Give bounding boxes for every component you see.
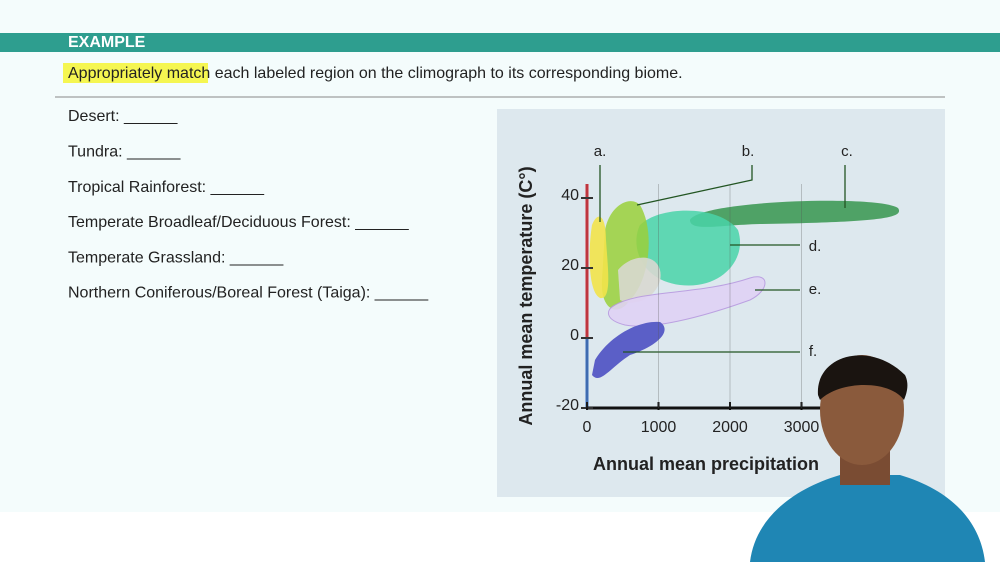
region-e [607, 276, 766, 327]
region-label: f. [809, 343, 817, 360]
item-list: Desert: ______ Tundra: ______ Tropical Rai… [68, 108, 429, 302]
x-tick-label: 2000 [712, 419, 748, 436]
region-label: e. [809, 281, 822, 298]
item: Tropical Rainforest: ______ [68, 179, 265, 196]
x-tick-label: 0 [583, 419, 592, 436]
item: Temperate Grassland: ______ [68, 249, 284, 266]
region-label: a. [594, 143, 607, 160]
x-axis-label: Annual mean precipitation [593, 454, 819, 474]
x-tick-label: 1000 [641, 419, 677, 436]
region-grassland [618, 257, 661, 303]
region-label: d. [809, 238, 822, 255]
y-axis-label: Annual mean temperature (C°) [516, 166, 536, 425]
leader-lines [599, 165, 846, 353]
header-band [0, 33, 1000, 52]
header-title: EXAMPLE [68, 34, 146, 51]
y-tick-label: 0 [570, 327, 579, 344]
y-tick-label: 20 [561, 257, 579, 274]
item: Northern Coniferous/Boreal Forest (Taiga… [68, 285, 429, 302]
region-d [636, 210, 741, 286]
presenter [750, 355, 985, 562]
region-a [589, 216, 609, 299]
x-tick-label: 3000 [784, 419, 820, 436]
item: Desert: ______ [68, 108, 179, 125]
region-label: b. [742, 143, 755, 160]
question: Appropriately match each labeled region … [68, 65, 683, 82]
y-tick-label: -20 [556, 397, 579, 414]
highlight [63, 63, 208, 83]
region-c [690, 200, 900, 227]
y-tick-label: 40 [561, 187, 579, 204]
region-label: c. [841, 143, 853, 160]
item: Temperate Broadleaf/Deciduous Forest: __… [68, 214, 410, 231]
item: Tundra: ______ [68, 144, 181, 161]
region-f [592, 321, 665, 379]
